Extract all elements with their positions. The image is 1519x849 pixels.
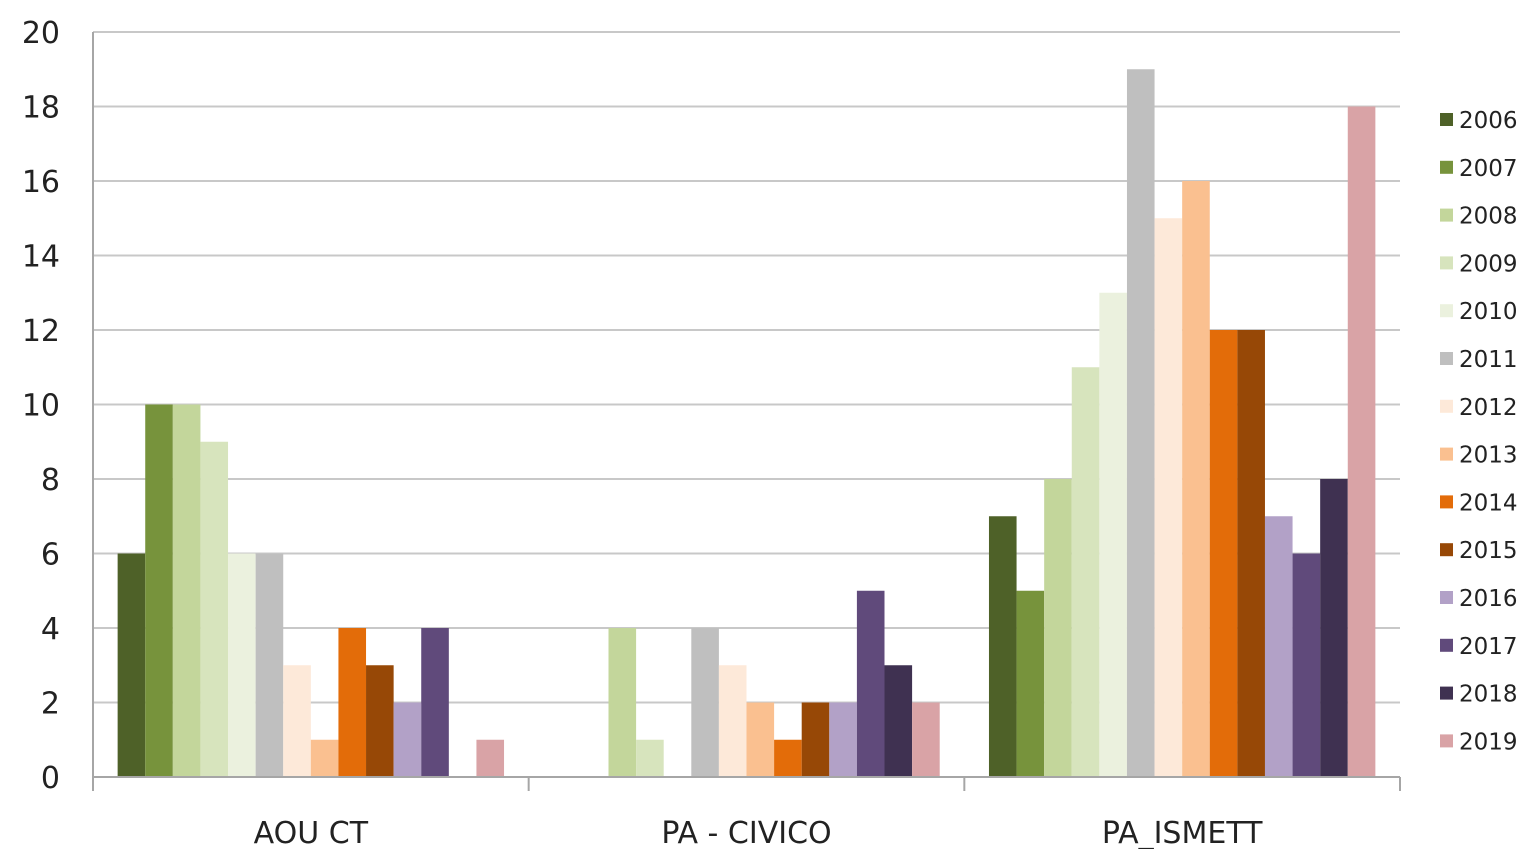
- bar-2007-1: [145, 404, 173, 777]
- bar-2018-3: [1320, 479, 1348, 777]
- legend-swatch: [1440, 686, 1453, 700]
- legend-swatch: [1440, 113, 1453, 126]
- x-axis-category-labels: AOU CT PA - CIVICO PA_ISMETT: [254, 816, 1263, 849]
- bar-2014-3: [1209, 330, 1238, 777]
- bar-2019-2: [912, 702, 940, 777]
- legend-swatch: [1440, 304, 1453, 318]
- bar-2014-2: [774, 739, 802, 777]
- x-category-label: PA - CIVICO: [661, 816, 831, 849]
- bars: [117, 69, 1376, 777]
- bar-2013-3: [1182, 181, 1210, 777]
- bar-2009-2: [636, 739, 664, 777]
- y-axis-tick-labels: 0 2 4 6 8 10 12 14 16 18 20: [22, 16, 60, 796]
- bar-2017-1: [421, 628, 449, 777]
- bar-2015-3: [1237, 330, 1265, 777]
- bar-2009-1: [200, 441, 229, 777]
- legend-swatch: [1440, 160, 1453, 174]
- y-tick-label: 16: [22, 165, 60, 200]
- legend-swatch: [1440, 495, 1453, 509]
- bar-2017-2: [856, 590, 885, 777]
- bar-2016-1: [393, 702, 422, 777]
- bar-2019-1: [476, 739, 505, 777]
- bar-2011-1: [255, 553, 284, 777]
- bar-2011-3: [1126, 69, 1155, 777]
- y-tick-label: 10: [22, 389, 60, 424]
- bar-2016-2: [829, 702, 857, 777]
- y-tick-label: 8: [41, 463, 60, 498]
- legend-entry-label: 2012: [1459, 395, 1518, 421]
- legend-swatch: [1440, 447, 1453, 461]
- y-tick-label: 14: [22, 240, 60, 275]
- legend-swatch: [1440, 638, 1453, 652]
- gridlines: [93, 31, 1400, 704]
- legend-entry-label: 2008: [1459, 204, 1518, 230]
- bar-2013-2: [746, 702, 775, 777]
- bar-2019-3: [1347, 106, 1376, 777]
- legend-entry-label: 2015: [1459, 538, 1518, 564]
- bar-2008-3: [1044, 479, 1072, 777]
- legend-entry-label: 2010: [1459, 299, 1518, 325]
- legend-swatch: [1440, 352, 1453, 365]
- legend: 2006 2007 2008 2009 2010 2011 2012 2013 2014 2015…: [1440, 108, 1518, 755]
- legend-entry-label: 2009: [1459, 251, 1518, 277]
- x-category-label: AOU CT: [254, 816, 369, 849]
- bar-2012-3: [1154, 218, 1183, 777]
- legend-entry-label: 2016: [1459, 586, 1518, 612]
- bar-2014-1: [338, 628, 367, 777]
- bar-2015-2: [801, 702, 830, 777]
- y-tick-label: 0: [41, 761, 60, 796]
- bar-2016-3: [1264, 516, 1293, 777]
- legend-swatch: [1440, 734, 1453, 748]
- bar-2010-3: [1099, 292, 1127, 777]
- legend-entry-label: 2011: [1459, 347, 1518, 373]
- legend-swatch: [1440, 208, 1453, 222]
- bar-2013-1: [310, 739, 339, 777]
- bar-2011-2: [691, 628, 719, 777]
- legend-entry-label: 2019: [1459, 729, 1518, 755]
- y-tick-label: 20: [22, 16, 60, 51]
- legend-entry-label: 2017: [1459, 634, 1518, 660]
- legend-swatch: [1440, 399, 1453, 413]
- legend-entry-label: 2014: [1459, 490, 1518, 516]
- bar-2008-2: [608, 628, 637, 777]
- bar-2012-2: [718, 665, 747, 777]
- legend-swatch: [1440, 256, 1453, 270]
- legend-entry-label: 2007: [1459, 156, 1518, 182]
- legend-entry-label: 2018: [1459, 682, 1518, 708]
- bar-2009-3: [1071, 367, 1100, 777]
- y-tick-label: 6: [41, 538, 60, 573]
- y-tick-label: 18: [22, 91, 60, 126]
- y-tick-label: 2: [41, 687, 60, 722]
- bar-2018-2: [884, 665, 913, 777]
- bar-2010-1: [228, 553, 256, 777]
- legend-swatch: [1440, 543, 1453, 557]
- bar-2008-1: [172, 404, 201, 777]
- bar-2006-1: [117, 553, 146, 777]
- axes: [92, 32, 1401, 791]
- x-category-label: PA_ISMETT: [1102, 816, 1263, 849]
- bar-2015-1: [366, 665, 394, 777]
- bar-2012-1: [283, 665, 311, 777]
- y-tick-label: 12: [22, 314, 60, 349]
- legend-entry-label: 2013: [1459, 443, 1518, 469]
- bar-2007-3: [1016, 590, 1045, 777]
- y-tick-label: 4: [41, 612, 60, 647]
- bar-2006-3: [988, 516, 1017, 777]
- bar-2017-3: [1292, 553, 1321, 777]
- legend-swatch: [1440, 591, 1453, 604]
- legend-entry-label: 2006: [1459, 108, 1518, 134]
